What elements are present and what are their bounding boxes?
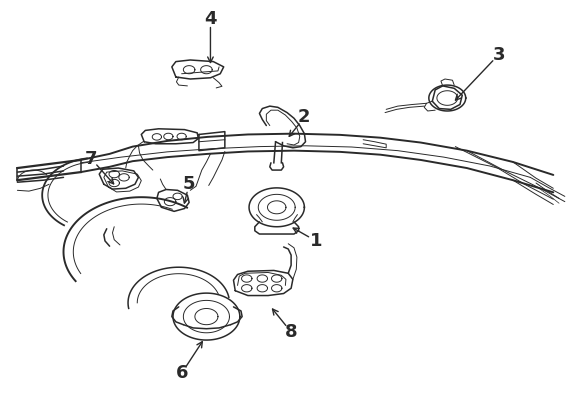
Text: 2: 2 xyxy=(298,109,310,126)
Text: 7: 7 xyxy=(85,150,98,168)
Text: 8: 8 xyxy=(285,323,298,341)
Text: 4: 4 xyxy=(204,10,217,28)
Text: 6: 6 xyxy=(175,364,188,382)
Text: 3: 3 xyxy=(492,46,505,64)
Text: 1: 1 xyxy=(310,232,322,250)
Text: 5: 5 xyxy=(183,175,195,193)
